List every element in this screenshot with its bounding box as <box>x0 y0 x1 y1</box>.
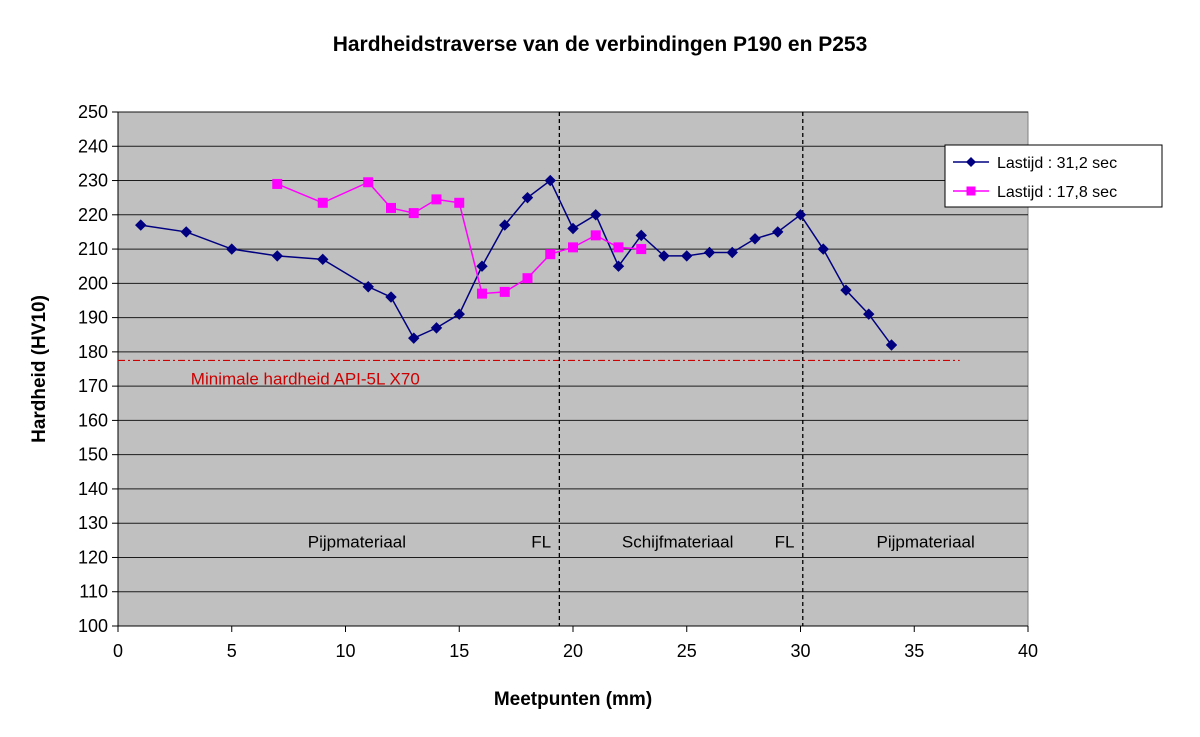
data-point-square <box>568 242 578 253</box>
y-tick-label: 250 <box>78 102 108 122</box>
gridlines <box>118 111 1028 593</box>
data-point-diamond <box>499 219 511 231</box>
plot-area <box>117 111 1029 627</box>
x-tick-label: 30 <box>790 641 810 661</box>
chart-title: Hardheidstraverse van de verbindingen P1… <box>333 33 868 56</box>
region-label: Schijfmateriaal <box>622 532 734 551</box>
data-point-diamond <box>180 226 192 238</box>
data-point-diamond <box>794 209 807 221</box>
data-point-square <box>545 249 556 260</box>
y-axis-title: Hardheid (HV10) <box>29 295 50 443</box>
y-tick-label: 230 <box>78 171 108 191</box>
data-point-diamond <box>567 222 579 235</box>
x-tick-label: 15 <box>449 641 469 661</box>
data-point-diamond <box>726 246 738 259</box>
y-tick-label: 170 <box>78 376 108 396</box>
series-1 <box>135 174 898 351</box>
data-point-square <box>590 230 601 241</box>
data-point-diamond <box>612 260 625 272</box>
data-point-diamond <box>658 250 670 262</box>
y-tick-label: 150 <box>78 445 108 465</box>
data-point-diamond <box>362 281 374 293</box>
data-point-diamond <box>885 339 898 351</box>
region-label: FL <box>775 532 795 551</box>
data-point-square <box>499 286 510 297</box>
data-point-diamond <box>703 246 716 259</box>
legend-label: Lastijd : 31,2 sec <box>997 155 1117 172</box>
x-tick-label: 25 <box>677 641 697 661</box>
data-point-diamond <box>408 332 420 344</box>
data-point-diamond <box>817 243 829 255</box>
data-point-diamond <box>385 291 397 303</box>
y-tick-label: 200 <box>78 273 108 293</box>
data-point-diamond <box>681 250 693 262</box>
region-label: FL <box>531 532 551 551</box>
x-tick-label: 0 <box>113 641 123 661</box>
data-point-diamond <box>635 229 647 242</box>
x-tick-label: 20 <box>563 641 583 661</box>
legend-marker-square <box>966 186 976 196</box>
y-tick-label: 130 <box>78 513 108 533</box>
data-point-square <box>613 242 624 253</box>
y-tick-label: 100 <box>78 616 108 636</box>
y-tick-label: 220 <box>78 205 108 225</box>
data-point-diamond <box>453 308 465 320</box>
data-point-square <box>522 273 533 284</box>
y-tick-label: 190 <box>78 308 108 328</box>
y-tick-label: 180 <box>78 342 108 362</box>
legend-marker-diamond <box>966 157 976 167</box>
data-point-square <box>272 178 283 189</box>
legend-box <box>944 144 1163 208</box>
y-tick-label: 140 <box>78 479 108 499</box>
x-tick-label: 10 <box>335 641 355 661</box>
x-tick-label: 40 <box>1018 641 1038 661</box>
data-point-diamond <box>863 308 875 320</box>
data-point-square <box>477 288 487 299</box>
legend-label: Lastijd : 17,8 sec <box>997 184 1117 201</box>
data-point-square <box>454 197 465 208</box>
data-point-square <box>386 202 396 213</box>
legend: Lastijd : 31,2 sec Lastijd : 17,8 sec <box>944 144 1163 208</box>
x-tick-label: 35 <box>904 641 924 661</box>
data-point-square <box>317 197 328 208</box>
data-point-diamond <box>226 243 238 255</box>
data-point-diamond <box>840 284 852 296</box>
y-tick-label: 120 <box>78 547 108 567</box>
data-point-square <box>408 208 419 219</box>
y-tick-label: 160 <box>78 410 108 430</box>
data-point-diamond <box>476 260 488 272</box>
y-tick-label: 110 <box>79 582 108 602</box>
x-axis-title: Meetpunten (mm) <box>494 689 652 710</box>
axes: 1001101201301401501601701801902002102202… <box>78 102 1038 661</box>
data-series <box>135 174 898 351</box>
reference-line-label: Minimale hardheid API-5L X70 <box>191 369 420 388</box>
data-point-diamond <box>430 322 443 334</box>
data-point-diamond <box>317 253 329 266</box>
y-tick-label: 210 <box>78 239 108 259</box>
data-point-diamond <box>749 233 761 245</box>
data-point-square <box>363 177 374 188</box>
annotations: Minimale hardheid API-5L X70 Pijpmateriaa… <box>118 112 975 626</box>
data-point-square <box>431 194 442 205</box>
x-tick-label: 5 <box>227 641 237 661</box>
y-tick-label: 240 <box>78 136 108 156</box>
data-point-diamond <box>544 174 556 187</box>
data-point-diamond <box>772 226 784 238</box>
data-point-square <box>636 244 647 255</box>
region-label: Pijpmateriaal <box>308 532 406 551</box>
data-point-diamond <box>135 219 147 231</box>
data-point-diamond <box>590 209 602 221</box>
region-label: Pijpmateriaal <box>876 532 974 551</box>
data-point-diamond <box>271 250 283 262</box>
data-point-diamond <box>521 191 534 204</box>
series-2 <box>272 177 647 299</box>
